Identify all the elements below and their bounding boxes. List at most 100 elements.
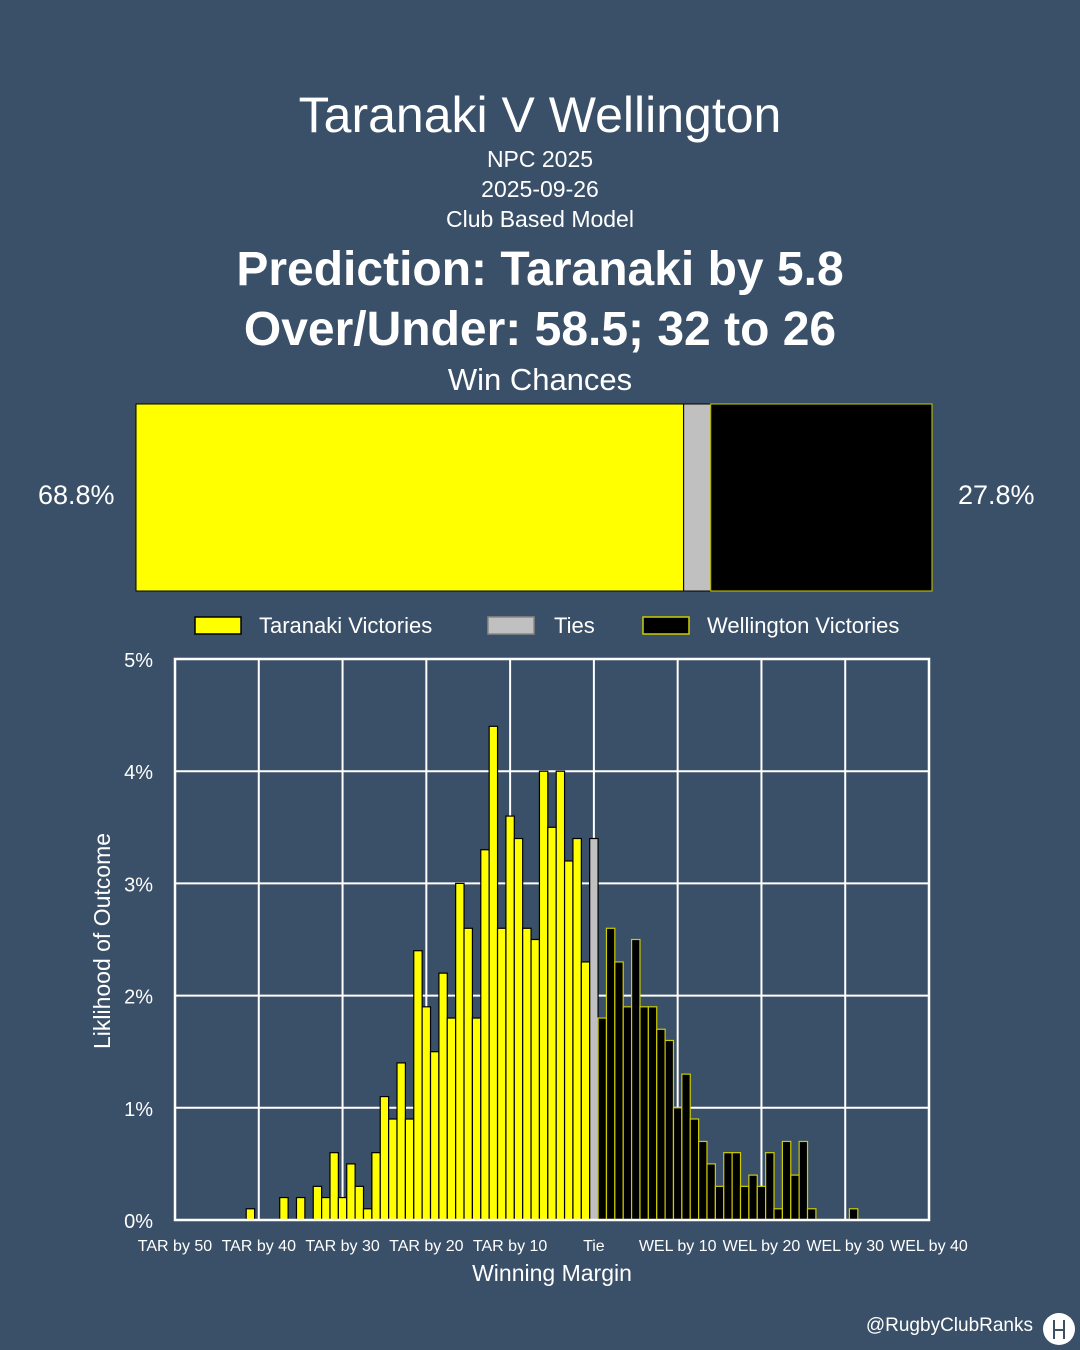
y-tick-label: 5% [124, 650, 153, 672]
histogram-bar [346, 1163, 356, 1221]
histogram-bar [790, 1174, 800, 1221]
x-tick-label: Tie [583, 1238, 605, 1255]
histogram-bar [362, 1208, 373, 1221]
x-tick-label: TAR by 30 [305, 1238, 380, 1255]
win-bar-away [710, 403, 933, 592]
x-axis-title: Winning Margin [472, 1260, 632, 1286]
histogram-bar [563, 860, 574, 1221]
histogram-bar [681, 1073, 691, 1221]
histogram-bar [806, 1208, 817, 1221]
home-win-percent: 68.8% [38, 480, 115, 510]
histogram-bar [404, 1118, 415, 1221]
over-under-text: Over/Under: 58.5; 32 to 26 [243, 303, 837, 356]
histogram-bar [538, 770, 549, 1221]
histogram-bar [279, 1196, 289, 1221]
histogram-bar [639, 1006, 649, 1221]
histogram-bar [580, 961, 591, 1221]
logo-icon [1043, 1313, 1075, 1345]
goal-posts-icon [1053, 1320, 1065, 1339]
x-tick-label: TAR by 50 [138, 1238, 213, 1255]
chart-axes: 0% 1% 2% 3% 4% 5% TAR by 50 TAR by 40 TAR by 30 T… [124, 650, 968, 1255]
histogram-bar [630, 938, 641, 1221]
legend-swatch-away [642, 616, 690, 635]
chart-legend: Taranaki Victories Ties Wellington Victo… [194, 613, 899, 638]
histogram-bar [455, 882, 465, 1221]
histogram-bar [589, 837, 599, 1221]
histogram-bar [245, 1208, 256, 1221]
prediction-text: Prediction: Taranaki by 5.8 [236, 243, 844, 296]
legend-swatch-tie [487, 616, 535, 635]
legend-label-away: Wellington Victories [707, 613, 899, 638]
histogram-bar [689, 1118, 700, 1221]
histogram-bar [664, 1039, 675, 1221]
win-bar-home [135, 403, 685, 592]
histogram-bar [371, 1152, 381, 1221]
histogram-bar [496, 927, 507, 1221]
histogram-bar [321, 1196, 331, 1221]
histogram-bar [530, 938, 541, 1221]
histogram-bar [505, 815, 515, 1221]
histogram-bar [396, 1062, 406, 1221]
histogram-bar [731, 1152, 742, 1221]
footer-handle: @RugbyClubRanks [865, 1315, 1033, 1336]
x-tick-label: TAR by 40 [222, 1238, 297, 1255]
histogram-bar [438, 972, 448, 1221]
histogram-bar [471, 1017, 482, 1221]
histogram-bar [312, 1185, 323, 1221]
win-chances-label: Win Chances [447, 362, 633, 397]
histogram-bar [329, 1152, 339, 1221]
histogram-bar [513, 837, 524, 1221]
histogram-bar [547, 826, 557, 1221]
histogram-bar [706, 1163, 716, 1221]
histogram-bar [488, 725, 499, 1221]
histogram-bar [480, 849, 490, 1221]
histogram-bar [379, 1095, 390, 1221]
histogram-bar [656, 1028, 666, 1221]
histogram-bar [714, 1185, 725, 1221]
histogram-bar [421, 1006, 432, 1221]
histogram-bar [572, 837, 582, 1221]
x-tick-label: WEL by 20 [723, 1238, 801, 1255]
x-tick-label: WEL by 40 [890, 1238, 968, 1255]
histogram-bar [647, 1006, 658, 1221]
x-tick-label: TAR by 20 [389, 1238, 464, 1255]
histogram-bar [337, 1196, 348, 1221]
histogram-bar [848, 1208, 859, 1221]
page-title: Taranaki V Wellington [298, 87, 782, 143]
histogram-bar [614, 961, 624, 1221]
histogram-bar [773, 1208, 783, 1221]
win-bar-tie [683, 403, 712, 592]
histogram-bar [672, 1107, 683, 1221]
histogram-bar [739, 1185, 750, 1221]
histogram-bar [781, 1140, 792, 1221]
x-tick-label: WEL by 30 [806, 1238, 884, 1255]
histogram-bar [388, 1118, 398, 1221]
histogram-bar [605, 927, 616, 1221]
win-chance-bar [135, 403, 933, 592]
histogram-bar [765, 1152, 775, 1221]
histogram-bar [597, 1017, 608, 1221]
histogram-bar [756, 1185, 767, 1221]
legend-label-tie: Ties [554, 613, 595, 638]
y-axis-title: Liklihood of Outcome [89, 833, 115, 1049]
x-tick-label: WEL by 10 [639, 1238, 717, 1255]
histogram-bar [622, 1006, 633, 1221]
histogram-bar [698, 1140, 708, 1221]
histogram-bar [446, 1017, 457, 1221]
plot-frame [173, 657, 931, 1222]
away-win-percent: 27.8% [958, 480, 1035, 510]
histogram-bar [354, 1185, 365, 1221]
chart-bars [245, 725, 859, 1221]
match-date: 2025-09-26 [481, 176, 599, 202]
histogram-bar [748, 1174, 758, 1221]
y-tick-label: 1% [124, 1099, 153, 1121]
histogram-bar [723, 1152, 733, 1221]
histogram-bar [798, 1140, 809, 1221]
y-tick-label: 3% [124, 874, 153, 896]
histogram-bar [295, 1196, 306, 1221]
legend-label-home: Taranaki Victories [259, 613, 432, 638]
histogram-bar [429, 1051, 440, 1221]
legend-swatch-home [194, 616, 242, 635]
histogram-bar [555, 770, 566, 1221]
